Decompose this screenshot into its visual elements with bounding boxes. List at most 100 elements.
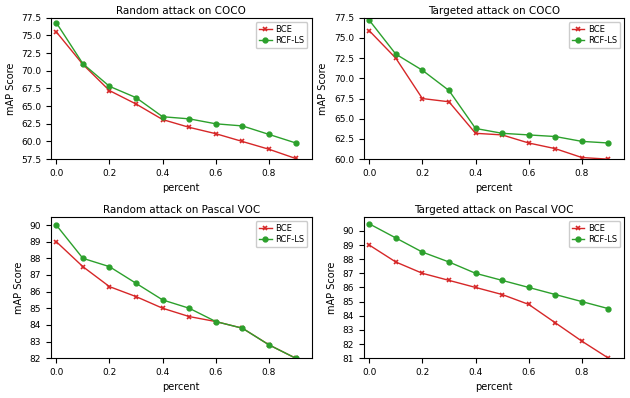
RCF-LS [212,319,220,324]
BCE [52,29,60,34]
RCF-LS [578,139,586,144]
BCE [132,101,140,106]
BCE [212,319,220,324]
RCF-LS [392,52,399,57]
RCF-LS [185,117,193,121]
BCE [106,88,113,93]
RCF-LS [79,61,87,66]
BCE [392,56,399,60]
BCE [132,294,140,299]
RCF-LS [52,20,60,25]
Y-axis label: mAP Score: mAP Score [6,62,16,115]
BCE [498,133,506,137]
BCE [392,259,399,264]
BCE [185,314,193,319]
RCF-LS [365,221,373,226]
BCE [418,271,426,276]
RCF-LS [525,285,532,290]
RCF-LS [418,68,426,73]
RCF-LS [551,134,559,139]
RCF-LS [392,236,399,240]
BCE [578,155,586,160]
RCF-LS [239,123,246,128]
BCE [472,131,479,136]
Line: BCE: BCE [54,29,298,161]
BCE [79,264,87,269]
Legend: BCE, RCF-LS: BCE, RCF-LS [256,22,307,48]
BCE [365,28,373,33]
BCE [472,285,479,290]
Legend: BCE, RCF-LS: BCE, RCF-LS [569,221,621,247]
Line: RCF-LS: RCF-LS [367,18,611,145]
BCE [445,100,453,104]
RCF-LS [472,271,479,276]
RCF-LS [445,88,453,93]
BCE [605,157,612,162]
RCF-LS [52,222,60,227]
Y-axis label: mAP Score: mAP Score [14,261,24,314]
BCE [525,302,532,307]
RCF-LS [365,18,373,23]
RCF-LS [159,114,166,119]
RCF-LS [132,281,140,286]
Title: Random attack on Pascal VOC: Random attack on Pascal VOC [103,205,260,215]
Title: Random attack on COCO: Random attack on COCO [117,6,246,16]
X-axis label: percent: percent [163,183,200,193]
X-axis label: percent: percent [476,382,513,392]
RCF-LS [605,306,612,311]
BCE [365,243,373,248]
BCE [52,239,60,244]
BCE [239,326,246,331]
BCE [551,146,559,151]
RCF-LS [498,278,506,283]
BCE [605,356,612,361]
Y-axis label: mAP Score: mAP Score [319,62,328,115]
BCE [551,320,559,325]
RCF-LS [79,256,87,261]
Legend: BCE, RCF-LS: BCE, RCF-LS [256,221,307,247]
RCF-LS [445,259,453,264]
BCE [159,306,166,310]
Line: RCF-LS: RCF-LS [54,20,298,145]
Line: BCE: BCE [367,28,611,162]
BCE [185,125,193,130]
RCF-LS [292,356,299,361]
RCF-LS [265,132,273,137]
BCE [79,62,87,67]
X-axis label: percent: percent [163,382,200,392]
RCF-LS [159,298,166,302]
RCF-LS [578,299,586,304]
BCE [212,131,220,136]
BCE [159,117,166,122]
RCF-LS [472,126,479,131]
RCF-LS [605,140,612,145]
BCE [265,147,273,152]
RCF-LS [239,326,246,331]
Title: Targeted attack on COCO: Targeted attack on COCO [428,6,560,16]
BCE [498,292,506,297]
RCF-LS [498,131,506,136]
RCF-LS [106,264,113,269]
RCF-LS [212,121,220,126]
BCE [239,139,246,144]
Line: RCF-LS: RCF-LS [367,221,611,311]
Title: Targeted attack on Pascal VOC: Targeted attack on Pascal VOC [415,205,574,215]
BCE [525,140,532,145]
RCF-LS [265,342,273,347]
X-axis label: percent: percent [476,183,513,193]
BCE [292,156,299,161]
RCF-LS [185,306,193,310]
BCE [578,339,586,343]
RCF-LS [551,292,559,297]
Line: BCE: BCE [54,239,298,361]
Line: RCF-LS: RCF-LS [54,222,298,361]
BCE [292,356,299,361]
RCF-LS [106,84,113,89]
Y-axis label: mAP Score: mAP Score [327,261,337,314]
Legend: BCE, RCF-LS: BCE, RCF-LS [569,22,621,48]
RCF-LS [525,133,532,137]
BCE [106,284,113,289]
RCF-LS [132,95,140,100]
BCE [418,96,426,101]
BCE [265,342,273,347]
